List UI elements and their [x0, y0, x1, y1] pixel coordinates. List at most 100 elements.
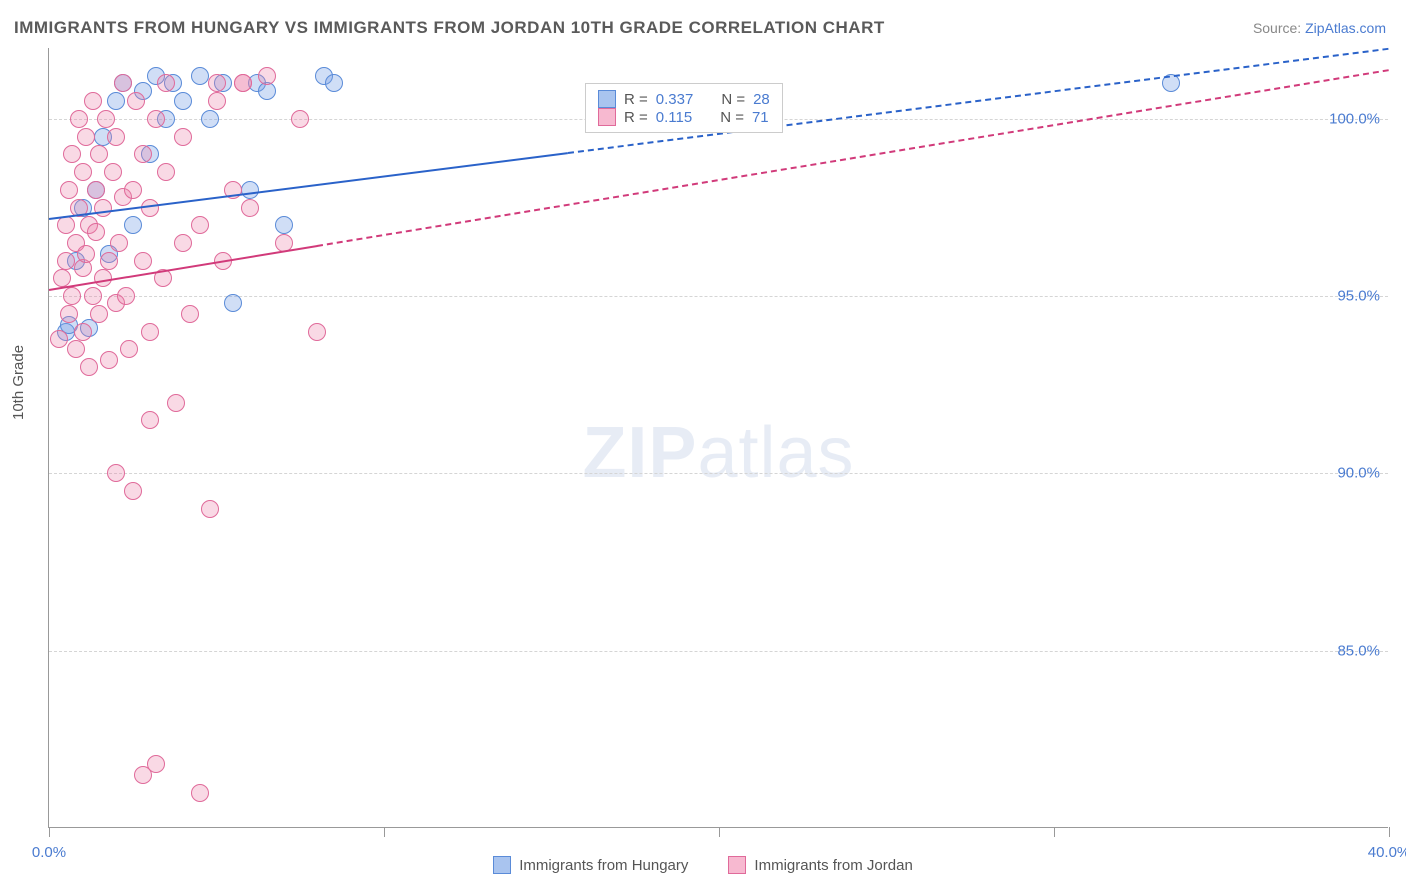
- watermark-bold: ZIP: [582, 413, 697, 493]
- scatter-point: [157, 163, 175, 181]
- scatter-point: [174, 92, 192, 110]
- x-tick: [719, 827, 720, 837]
- scatter-point: [107, 128, 125, 146]
- legend-item: Immigrants from Jordan: [728, 856, 912, 874]
- legend-swatch: [728, 856, 746, 874]
- scatter-point: [191, 67, 209, 85]
- scatter-point: [241, 199, 259, 217]
- scatter-point: [201, 500, 219, 518]
- scatter-point: [157, 74, 175, 92]
- scatter-point: [291, 110, 309, 128]
- scatter-point: [124, 482, 142, 500]
- scatter-point: [275, 216, 293, 234]
- scatter-point: [117, 287, 135, 305]
- scatter-point: [181, 305, 199, 323]
- scatter-point: [100, 252, 118, 270]
- source-link[interactable]: ZipAtlas.com: [1305, 20, 1386, 36]
- n-value: 71: [752, 109, 769, 126]
- scatter-point: [67, 340, 85, 358]
- scatter-point: [167, 394, 185, 412]
- scatter-point: [134, 252, 152, 270]
- scatter-point: [114, 74, 132, 92]
- stats-legend-row: R = 0.337N = 28: [598, 90, 770, 108]
- stats-legend: R = 0.337N = 28R = 0.115N = 71: [585, 83, 783, 133]
- scatter-point: [124, 216, 142, 234]
- scatter-point: [57, 252, 75, 270]
- scatter-point: [50, 330, 68, 348]
- scatter-point: [107, 92, 125, 110]
- scatter-point: [90, 145, 108, 163]
- scatter-point: [234, 74, 252, 92]
- scatter-point: [258, 67, 276, 85]
- y-tick-label: 90.0%: [1337, 465, 1380, 482]
- trend-line: [317, 69, 1389, 247]
- y-tick-label: 95.0%: [1337, 288, 1380, 305]
- scatter-point: [127, 92, 145, 110]
- scatter-point: [87, 181, 105, 199]
- r-value: 0.337: [656, 91, 694, 108]
- y-tick-label: 85.0%: [1337, 642, 1380, 659]
- scatter-point: [224, 294, 242, 312]
- scatter-point: [97, 110, 115, 128]
- scatter-point: [241, 181, 259, 199]
- y-tick-label: 100.0%: [1329, 110, 1380, 127]
- scatter-point: [141, 323, 159, 341]
- scatter-point: [70, 110, 88, 128]
- scatter-point: [60, 181, 78, 199]
- x-tick: [1054, 827, 1055, 837]
- scatter-point: [325, 74, 343, 92]
- scatter-point: [90, 305, 108, 323]
- y-axis-label: 10th Grade: [10, 345, 27, 420]
- scatter-point: [63, 145, 81, 163]
- scatter-point: [208, 74, 226, 92]
- scatter-point: [60, 305, 78, 323]
- watermark-rest: atlas: [697, 413, 854, 493]
- x-tick: [384, 827, 385, 837]
- scatter-point: [80, 358, 98, 376]
- scatter-point: [107, 464, 125, 482]
- legend-swatch: [598, 90, 616, 108]
- scatter-point: [100, 351, 118, 369]
- scatter-point: [174, 234, 192, 252]
- scatter-point: [174, 128, 192, 146]
- scatter-point: [84, 92, 102, 110]
- n-value: 28: [753, 91, 770, 108]
- r-value: 0.115: [656, 109, 692, 126]
- legend-label: Immigrants from Hungary: [519, 857, 688, 874]
- scatter-point: [77, 245, 95, 263]
- scatter-point: [147, 755, 165, 773]
- scatter-point: [77, 128, 95, 146]
- scatter-point: [74, 323, 92, 341]
- scatter-point: [120, 340, 138, 358]
- x-tick: [49, 827, 50, 837]
- legend-label: Immigrants from Jordan: [754, 857, 912, 874]
- gridline: [49, 473, 1388, 474]
- chart-title: IMMIGRANTS FROM HUNGARY VS IMMIGRANTS FR…: [14, 18, 885, 38]
- source-prefix: Source:: [1253, 20, 1305, 36]
- x-tick: [1389, 827, 1390, 837]
- legend-swatch: [493, 856, 511, 874]
- scatter-point: [124, 181, 142, 199]
- scatter-point: [201, 110, 219, 128]
- legend-item: Immigrants from Hungary: [493, 856, 688, 874]
- scatter-point: [110, 234, 128, 252]
- bottom-legend: Immigrants from Hungary Immigrants from J…: [0, 856, 1406, 874]
- legend-swatch: [598, 108, 616, 126]
- r-label: R =: [624, 109, 648, 126]
- scatter-point: [191, 784, 209, 802]
- n-label: N =: [720, 109, 744, 126]
- scatter-point: [147, 110, 165, 128]
- scatter-point: [141, 411, 159, 429]
- scatter-point: [191, 216, 209, 234]
- scatter-point: [63, 287, 81, 305]
- scatter-point: [208, 92, 226, 110]
- gridline: [49, 651, 1388, 652]
- n-label: N =: [721, 91, 745, 108]
- scatter-point: [57, 216, 75, 234]
- gridline: [49, 296, 1388, 297]
- scatter-point: [74, 163, 92, 181]
- scatter-point: [84, 287, 102, 305]
- source-attribution: Source: ZipAtlas.com: [1253, 20, 1386, 36]
- plot-area: ZIPatlas 85.0%90.0%95.0%100.0%0.0%40.0%R…: [48, 48, 1388, 828]
- scatter-point: [134, 145, 152, 163]
